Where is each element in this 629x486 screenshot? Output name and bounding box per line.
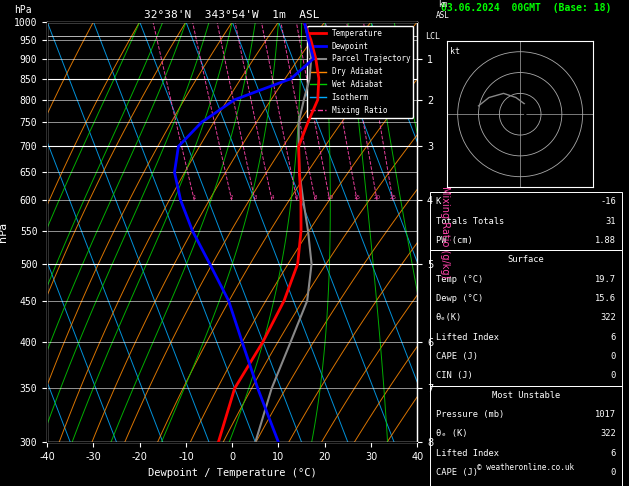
Text: 3: 3	[253, 195, 257, 200]
Legend: Temperature, Dewpoint, Parcel Trajectory, Dry Adiabat, Wet Adiabat, Isotherm, Mi: Temperature, Dewpoint, Parcel Trajectory…	[308, 26, 413, 118]
Text: K: K	[436, 197, 441, 206]
X-axis label: Dewpoint / Temperature (°C): Dewpoint / Temperature (°C)	[148, 468, 316, 478]
Text: 20: 20	[374, 195, 381, 200]
Text: Surface: Surface	[508, 255, 544, 264]
Text: Totals Totals: Totals Totals	[436, 217, 504, 226]
Text: Pressure (mb): Pressure (mb)	[436, 410, 504, 419]
Text: PW (cm): PW (cm)	[436, 236, 472, 245]
Bar	[430, 192, 622, 250]
Text: 0: 0	[611, 352, 616, 361]
Text: CAPE (J): CAPE (J)	[436, 468, 478, 477]
Text: θₑ(K): θₑ(K)	[436, 313, 462, 322]
Text: 6: 6	[611, 449, 616, 458]
Text: © weatheronline.co.uk: © weatheronline.co.uk	[477, 463, 574, 472]
Text: 19.7: 19.7	[595, 275, 616, 284]
Text: 2: 2	[230, 195, 233, 200]
Y-axis label: hPa: hPa	[0, 222, 8, 242]
Text: 15.6: 15.6	[595, 294, 616, 303]
Text: 15: 15	[353, 195, 360, 200]
Text: 0: 0	[611, 468, 616, 477]
Text: 6: 6	[611, 332, 616, 342]
Text: 03.06.2024  00GMT  (Base: 18): 03.06.2024 00GMT (Base: 18)	[441, 3, 611, 14]
Text: 322: 322	[600, 429, 616, 438]
Text: 8: 8	[313, 195, 317, 200]
Text: Most Unstable: Most Unstable	[492, 391, 560, 399]
Text: 1.88: 1.88	[595, 236, 616, 245]
Text: CAPE (J): CAPE (J)	[436, 352, 478, 361]
Text: 1017: 1017	[595, 410, 616, 419]
Text: LCL: LCL	[425, 32, 440, 41]
Text: Temp (°C): Temp (°C)	[436, 275, 483, 284]
Text: θₑ (K): θₑ (K)	[436, 429, 467, 438]
Text: 31: 31	[605, 217, 616, 226]
Text: 0: 0	[611, 371, 616, 381]
Text: CIN (J): CIN (J)	[436, 371, 472, 381]
Text: hPa: hPa	[14, 5, 31, 16]
Text: 4: 4	[270, 195, 274, 200]
Text: 322: 322	[600, 313, 616, 322]
Bar	[430, 250, 622, 385]
Y-axis label: Mixing Ratio (g/kg): Mixing Ratio (g/kg)	[440, 186, 450, 278]
Text: 25: 25	[389, 195, 396, 200]
Text: Lifted Index: Lifted Index	[436, 332, 499, 342]
Bar	[430, 385, 622, 486]
Text: km
ASL: km ASL	[437, 0, 450, 19]
Text: -16: -16	[600, 197, 616, 206]
Text: 1: 1	[192, 195, 196, 200]
Text: Lifted Index: Lifted Index	[436, 449, 499, 458]
Text: 10: 10	[326, 195, 333, 200]
Text: kt: kt	[450, 47, 460, 56]
Title: 32°38'N  343°54'W  1m  ASL: 32°38'N 343°54'W 1m ASL	[145, 10, 320, 20]
Text: Dewp (°C): Dewp (°C)	[436, 294, 483, 303]
Text: 6: 6	[295, 195, 299, 200]
